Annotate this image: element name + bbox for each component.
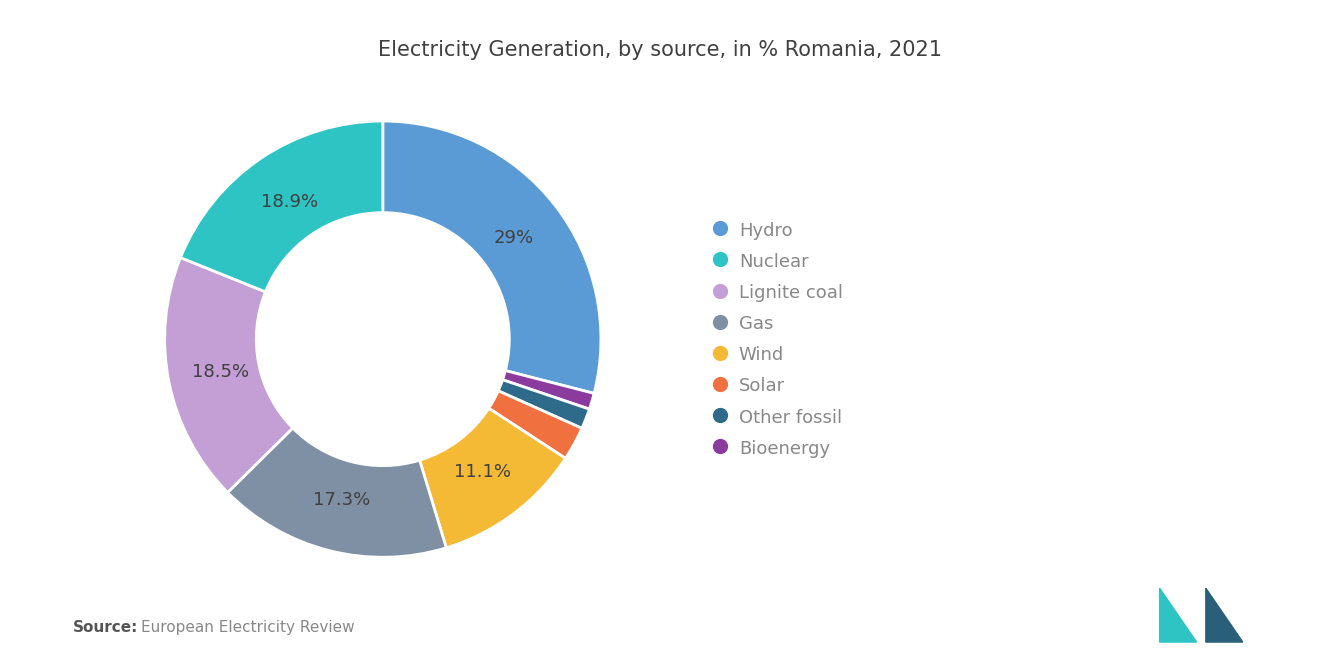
Polygon shape: [1159, 589, 1196, 642]
Text: 11.1%: 11.1%: [454, 463, 511, 481]
Text: Source:: Source:: [73, 620, 139, 635]
Wedge shape: [383, 121, 601, 394]
Wedge shape: [420, 408, 565, 548]
Wedge shape: [181, 121, 383, 292]
Text: European Electricity Review: European Electricity Review: [141, 620, 355, 635]
Wedge shape: [227, 428, 446, 557]
Polygon shape: [1206, 589, 1243, 642]
Wedge shape: [498, 380, 590, 428]
Wedge shape: [503, 370, 594, 409]
Text: 29%: 29%: [494, 229, 533, 247]
Text: 18.5%: 18.5%: [191, 362, 249, 381]
Text: 17.3%: 17.3%: [313, 491, 371, 509]
Text: 18.9%: 18.9%: [261, 193, 318, 211]
Wedge shape: [165, 257, 293, 492]
Legend: Hydro, Nuclear, Lignite coal, Gas, Wind, Solar, Other fossil, Bioenergy: Hydro, Nuclear, Lignite coal, Gas, Wind,…: [708, 213, 850, 465]
Wedge shape: [488, 391, 582, 458]
Text: Electricity Generation, by source, in % Romania, 2021: Electricity Generation, by source, in % …: [378, 40, 942, 60]
